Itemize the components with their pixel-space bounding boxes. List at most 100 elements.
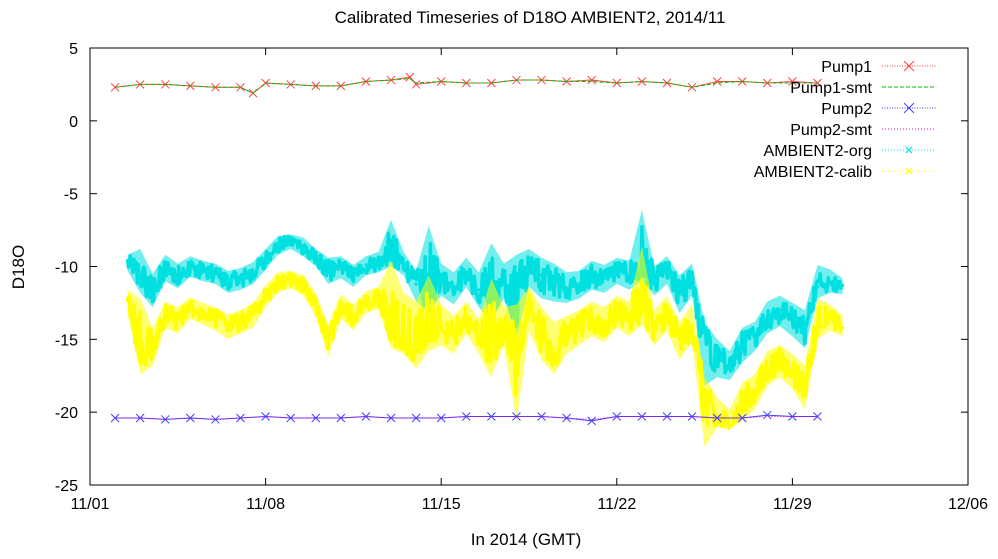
series-ambient2-calib-point <box>715 419 719 423</box>
series-ambient2-calib-point <box>828 317 832 321</box>
y-tick-label: -10 <box>55 260 78 277</box>
x-tick-label: 12/06 <box>948 496 988 513</box>
series-pump2-marker <box>211 415 220 424</box>
series-pump1-marker <box>788 77 797 86</box>
plot-area <box>110 72 845 448</box>
series-ambient2-org-point <box>414 282 418 286</box>
series-ambient2-org-point <box>138 279 142 283</box>
series-ambient2-calib-point <box>238 320 243 324</box>
series-pump2-marker <box>637 412 647 421</box>
series-pump1-smt-line <box>115 78 818 94</box>
series-pump1-marker <box>211 82 220 92</box>
series-ambient2-calib-point <box>402 337 406 341</box>
series-ambient2-calib-point <box>815 323 820 327</box>
series-ambient2-calib-point <box>163 311 167 315</box>
series-ambient2-calib-point <box>665 311 669 315</box>
series-ambient2-org-point <box>301 244 305 248</box>
series-ambient2-calib-point <box>389 331 393 336</box>
series-pump2-marker <box>562 413 571 423</box>
series-pump2-marker <box>135 413 145 423</box>
series-ambient2-calib-point <box>790 369 795 373</box>
series-ambient2-calib-point <box>552 346 556 350</box>
series-ambient2-org-point <box>188 264 192 269</box>
series-ambient2-org-point <box>514 296 519 301</box>
series-pump1-marker <box>461 78 471 88</box>
series-ambient2-org-point <box>176 273 180 277</box>
legend-pump1-smt-label: Pump1-smt <box>790 80 872 97</box>
series-ambient2-org-point <box>163 267 167 271</box>
axes: 11/01 11/08 11/15 11/22 11/29 12/06 5 0 -5 -10 -15… <box>55 41 988 513</box>
series-ambient2-org-point <box>502 279 506 283</box>
series-ambient2-calib-point <box>213 315 217 320</box>
series-pump1-marker <box>712 77 722 86</box>
series-ambient2-org-point <box>665 267 669 271</box>
series-ambient2-org-point <box>778 308 782 312</box>
series-pump1-marker <box>236 82 245 92</box>
series-pump1-marker <box>405 72 415 82</box>
series-ambient2-calib-point <box>703 393 707 397</box>
legend-pump1-label: Pump1 <box>821 59 872 76</box>
series-pump2-marker <box>762 410 772 420</box>
series-ambient2-calib-point <box>690 323 694 327</box>
y-tick-label: 0 <box>69 114 78 131</box>
y-axis-label: D18O <box>9 245 28 289</box>
series-ambient2-org-line <box>125 225 844 375</box>
series-ambient2-org-point <box>151 288 155 292</box>
series-pump2-marker <box>160 415 170 424</box>
series-pump2-smt <box>115 415 818 420</box>
series-pump2-marker <box>436 413 446 423</box>
series-ambient2-calib-point <box>728 425 732 429</box>
series-ambient2-org-point <box>477 288 481 292</box>
series-pump2-marker <box>236 413 245 423</box>
series-ambient2-calib-point <box>364 299 368 304</box>
series-pump1-marker <box>386 75 396 85</box>
series-pump2-marker <box>361 412 371 421</box>
x-tick-label: 11/01 <box>71 496 110 513</box>
series-ambient2-calib-point <box>414 349 418 353</box>
series-ambient2-calib-point <box>351 314 355 318</box>
series-ambient2-org-point <box>715 358 719 362</box>
series-ambient2-calib-point <box>527 305 531 309</box>
series-ambient2-org-point <box>464 270 468 274</box>
series-pump2-marker <box>687 412 697 421</box>
x-tick-label: 11/22 <box>597 496 636 513</box>
series-ambient2-org-point <box>627 273 631 277</box>
y-tick-label: -25 <box>55 478 78 495</box>
series-ambient2-org-point <box>452 285 456 289</box>
series-ambient2-calib-point <box>841 326 845 330</box>
series-ambient2-org-point <box>577 282 581 286</box>
legend-ambient2-org-label: AMBIENT2-org <box>764 143 872 160</box>
series-ambient2-org-point <box>339 264 343 269</box>
series-ambient2-org-point <box>740 343 744 347</box>
series-ambient2-org-point <box>376 260 381 264</box>
legend-pump2-marker <box>903 102 915 114</box>
series-ambient2-calib-point <box>314 302 318 306</box>
series-ambient2-calib-point <box>627 317 631 321</box>
series-pump2-marker <box>712 413 722 423</box>
series-ambient2-calib-point <box>264 294 268 298</box>
series-ambient2-org-point <box>539 273 544 277</box>
series-ambient2-calib-point <box>753 390 757 394</box>
series-ambient2-calib-point <box>376 295 381 299</box>
series-ambient2-org-point <box>728 364 732 368</box>
series-ambient2-org-point <box>690 276 694 280</box>
series-ambient2-org-point <box>389 254 393 258</box>
series-pump2-marker <box>110 413 120 423</box>
series-pump1-marker <box>411 80 421 89</box>
series-ambient2-calib-point <box>126 298 130 302</box>
series-ambient2-calib-point <box>640 307 644 311</box>
series-pump1-marker <box>737 77 747 86</box>
legend-ambient2-org-marker <box>905 146 913 154</box>
series-ambient2-org-point <box>815 285 820 289</box>
legend: Pump1 Pump1-smt Pump2 Pump2-smt AMBIENT2-org… <box>754 59 936 181</box>
series-pump2-marker <box>311 413 321 423</box>
legend-pump2-label: Pump2 <box>821 101 872 118</box>
series-ambient2-calib-point <box>452 334 456 338</box>
series-ambient2-org <box>125 209 845 386</box>
series-ambient2-calib-point <box>577 326 581 330</box>
series-pump1-marker <box>587 75 597 85</box>
series-ambient2-calib-point <box>326 343 330 347</box>
series-ambient2-calib-point <box>677 337 682 341</box>
series-ambient2-org-point <box>703 330 707 334</box>
